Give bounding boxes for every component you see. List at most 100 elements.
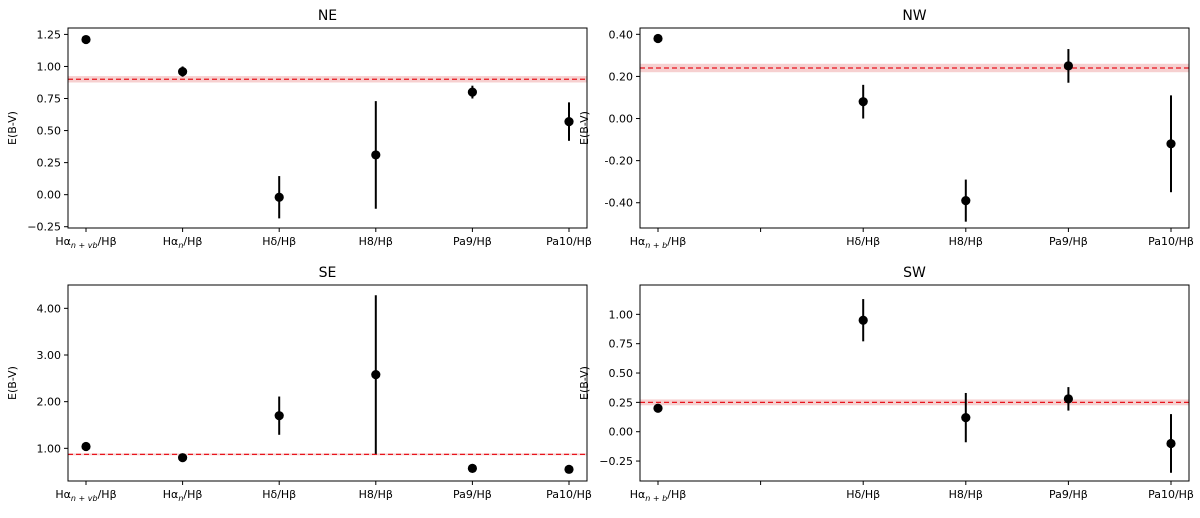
- data-point: [1166, 139, 1176, 149]
- data-point: [858, 97, 868, 107]
- y-tick-label: −0.25: [27, 221, 61, 234]
- x-tick-label: Pa9/Hβ: [1049, 235, 1088, 248]
- x-tick-label: Pa10/Hβ: [546, 235, 592, 248]
- x-tick-label-tail: /Hβ: [667, 488, 686, 501]
- data-point: [371, 370, 381, 380]
- y-tick-label: 3.00: [37, 349, 62, 362]
- y-tick-label: 0.00: [609, 426, 634, 439]
- y-axis-label: E(B-V): [6, 366, 19, 400]
- y-axis-label: E(B-V): [578, 366, 591, 400]
- y-tick-label: 1.00: [37, 442, 62, 455]
- y-tick-label: 0.50: [609, 367, 634, 380]
- data-point: [564, 116, 574, 127]
- x-tick-label-subscript: n: [178, 241, 183, 250]
- x-tick-label-subscript: n + b: [645, 241, 667, 250]
- x-tick-label-tail: /Hβ: [183, 488, 202, 501]
- x-tick-label-tail: /Hβ: [667, 235, 686, 248]
- y-tick-label: 1.00: [609, 308, 634, 321]
- data-point: [653, 33, 663, 44]
- y-axis-label: E(B-V): [6, 111, 19, 145]
- data-point: [1166, 438, 1176, 449]
- x-tick-label-base: Pa9/Hβ: [1049, 235, 1088, 248]
- chart-panel-ne: NE−0.250.000.250.500.751.001.25E(B-V)Hαn…: [6, 8, 592, 250]
- x-tick-label-base: Pa10/Hβ: [546, 488, 592, 501]
- x-tick-label-base: H8/Hβ: [949, 488, 983, 501]
- data-point: [81, 34, 91, 45]
- data-point: [467, 463, 477, 473]
- x-tick-label-base: Hδ/Hβ: [846, 235, 880, 248]
- chart-title: NE: [318, 8, 337, 24]
- data-point: [178, 66, 188, 77]
- x-tick-label: H8/Hβ: [359, 488, 393, 501]
- y-tick-label: 0.25: [37, 157, 62, 170]
- data-point: [961, 413, 971, 423]
- x-tick-label-subscript: n + vb: [71, 494, 98, 503]
- x-tick-label-base: H8/Hβ: [359, 488, 393, 501]
- x-tick-label: Pa9/Hβ: [453, 488, 492, 501]
- x-tick-label-base: Hα: [163, 488, 179, 501]
- x-tick-label: Hδ/Hβ: [262, 488, 296, 501]
- chart-panel-nw: NW -0.40 -0.20 0.00 0.20 0.40 E(B-V) Hαn + b/Hβ…: [578, 8, 1194, 250]
- data-point: [178, 453, 188, 463]
- data-point: [961, 196, 971, 206]
- y-axis-label: E(B-V): [578, 111, 591, 145]
- chart-title: NW: [902, 8, 926, 24]
- y-tick-label: 0.20: [609, 70, 634, 83]
- x-tick-label-base: H8/Hβ: [949, 235, 983, 248]
- data-point: [858, 315, 868, 325]
- x-tick-label-base: Pa9/Hβ: [1049, 488, 1088, 501]
- plot-frame: [639, 284, 1190, 482]
- x-tick-label: Pa10/Hβ: [546, 488, 592, 501]
- y-tick-label: 0.00: [37, 189, 62, 202]
- data-point: [1063, 61, 1073, 71]
- x-tick-label: Hαn + vb/Hβ: [55, 235, 116, 250]
- x-tick-label: Hδ/Hβ: [846, 235, 880, 248]
- x-tick-label: Hαn/Hβ: [163, 235, 203, 250]
- x-tick-label: Hδ/Hβ: [846, 488, 880, 501]
- data-point: [653, 403, 663, 413]
- x-tick-label: Hαn + b/Hβ: [630, 488, 686, 503]
- x-tick-label-base: Hα: [163, 235, 179, 248]
- y-tick-label: 0.40: [609, 28, 634, 41]
- x-tick-label: Hαn + b/Hβ: [630, 235, 686, 250]
- data-point: [371, 150, 381, 160]
- y-tick-label: 1.00: [37, 60, 62, 73]
- x-tick-label-base: Pa10/Hβ: [1148, 488, 1194, 501]
- x-tick-label-base: Pa10/Hβ: [1148, 235, 1194, 248]
- y-tick-label: 0.50: [37, 125, 62, 138]
- y-tick-label: 2.00: [37, 396, 62, 409]
- x-tick-label-subscript: n: [178, 494, 183, 503]
- x-tick-label-base: Hα: [630, 488, 646, 501]
- x-tick-label-tail: /Hβ: [98, 235, 117, 248]
- x-tick-label: H8/Hβ: [949, 235, 983, 248]
- x-tick-label-subscript: n + vb: [71, 241, 98, 250]
- x-tick-label: H8/Hβ: [949, 488, 983, 501]
- x-tick-label: Pa9/Hβ: [453, 235, 492, 248]
- x-tick-label: Pa10/Hβ: [1148, 235, 1194, 248]
- y-tick-label: -0.20: [605, 155, 633, 168]
- x-tick-label-base: Hα: [55, 235, 71, 248]
- x-tick-label-base: Pa9/Hβ: [453, 235, 492, 248]
- x-tick-label: Pa10/Hβ: [1148, 488, 1194, 501]
- x-tick-label-base: Pa10/Hβ: [546, 235, 592, 248]
- x-tick-label-base: Pa9/Hβ: [453, 488, 492, 501]
- y-tick-label: 0.75: [609, 338, 634, 351]
- data-point: [274, 411, 284, 421]
- y-tick-label: 1.25: [37, 28, 62, 41]
- x-tick-label: Hαn + vb/Hβ: [55, 488, 116, 503]
- data-point: [1063, 394, 1073, 404]
- chart-title: SE: [319, 265, 337, 281]
- chart-panel-sw: SW −0.25 0.00 0.25 0.50 0.75 1.00 E(B-V) Hαn + b…: [578, 265, 1194, 503]
- x-tick-label-base: Hδ/Hβ: [846, 488, 880, 501]
- x-tick-label: Pa9/Hβ: [1049, 488, 1088, 501]
- plot-frame: [67, 284, 588, 482]
- x-tick-label-tail: /Hβ: [98, 488, 117, 501]
- x-tick-label: Hδ/Hβ: [262, 235, 296, 248]
- chart-title: SW: [903, 265, 926, 281]
- x-tick-label-tail: /Hβ: [183, 235, 202, 248]
- y-tick-label: -0.40: [605, 197, 633, 210]
- y-tick-label: 0.75: [37, 93, 62, 106]
- data-point: [467, 87, 477, 97]
- plot-frame: [639, 27, 1190, 229]
